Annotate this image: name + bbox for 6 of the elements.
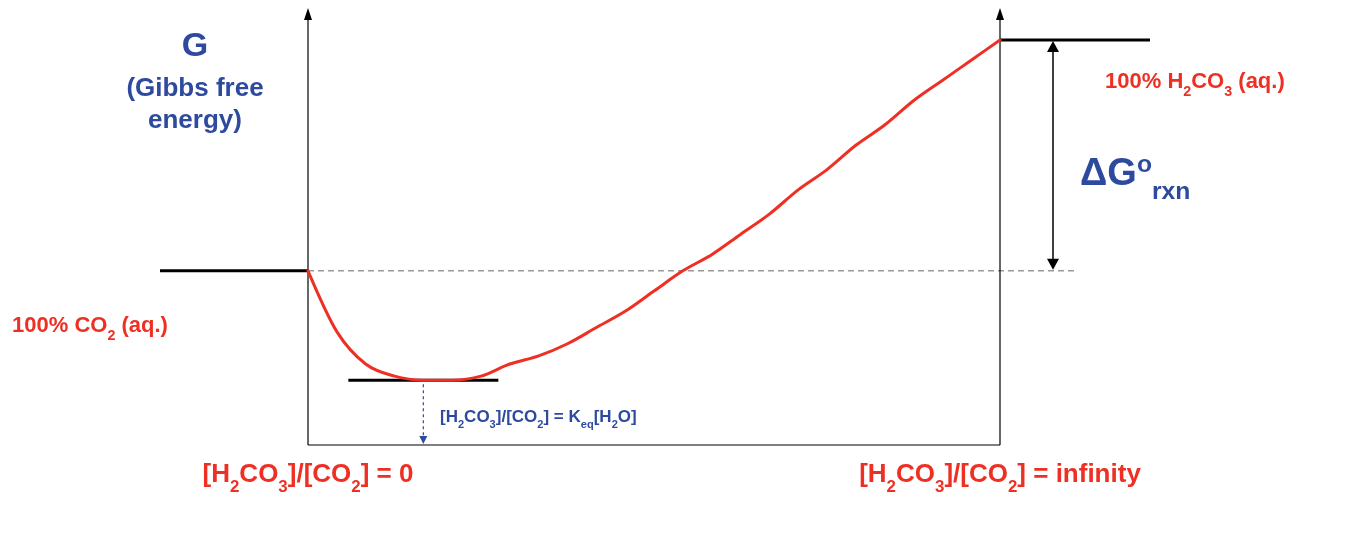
y-axis-title: G (Gibbs free energy) — [126, 25, 264, 134]
text: 100% CO$_{2}$ (aq.) — [12, 312, 168, 343]
x-tick-label: [H$_{2}$CO$_{3}$]/[CO$_{2}$] = infinity — [859, 458, 1142, 496]
text: 100% H$_{2}$CO$_{3}$ (aq.) — [1105, 68, 1285, 99]
x-tick-label: [H$_{2}$CO$_{3}$]/[CO$_{2}$] = 0 — [202, 458, 414, 496]
text: [H$_{2}$CO$_{3}$]/[CO$_{2}$] = K$_{eq}$[H$_{2}$O] — [440, 407, 637, 430]
